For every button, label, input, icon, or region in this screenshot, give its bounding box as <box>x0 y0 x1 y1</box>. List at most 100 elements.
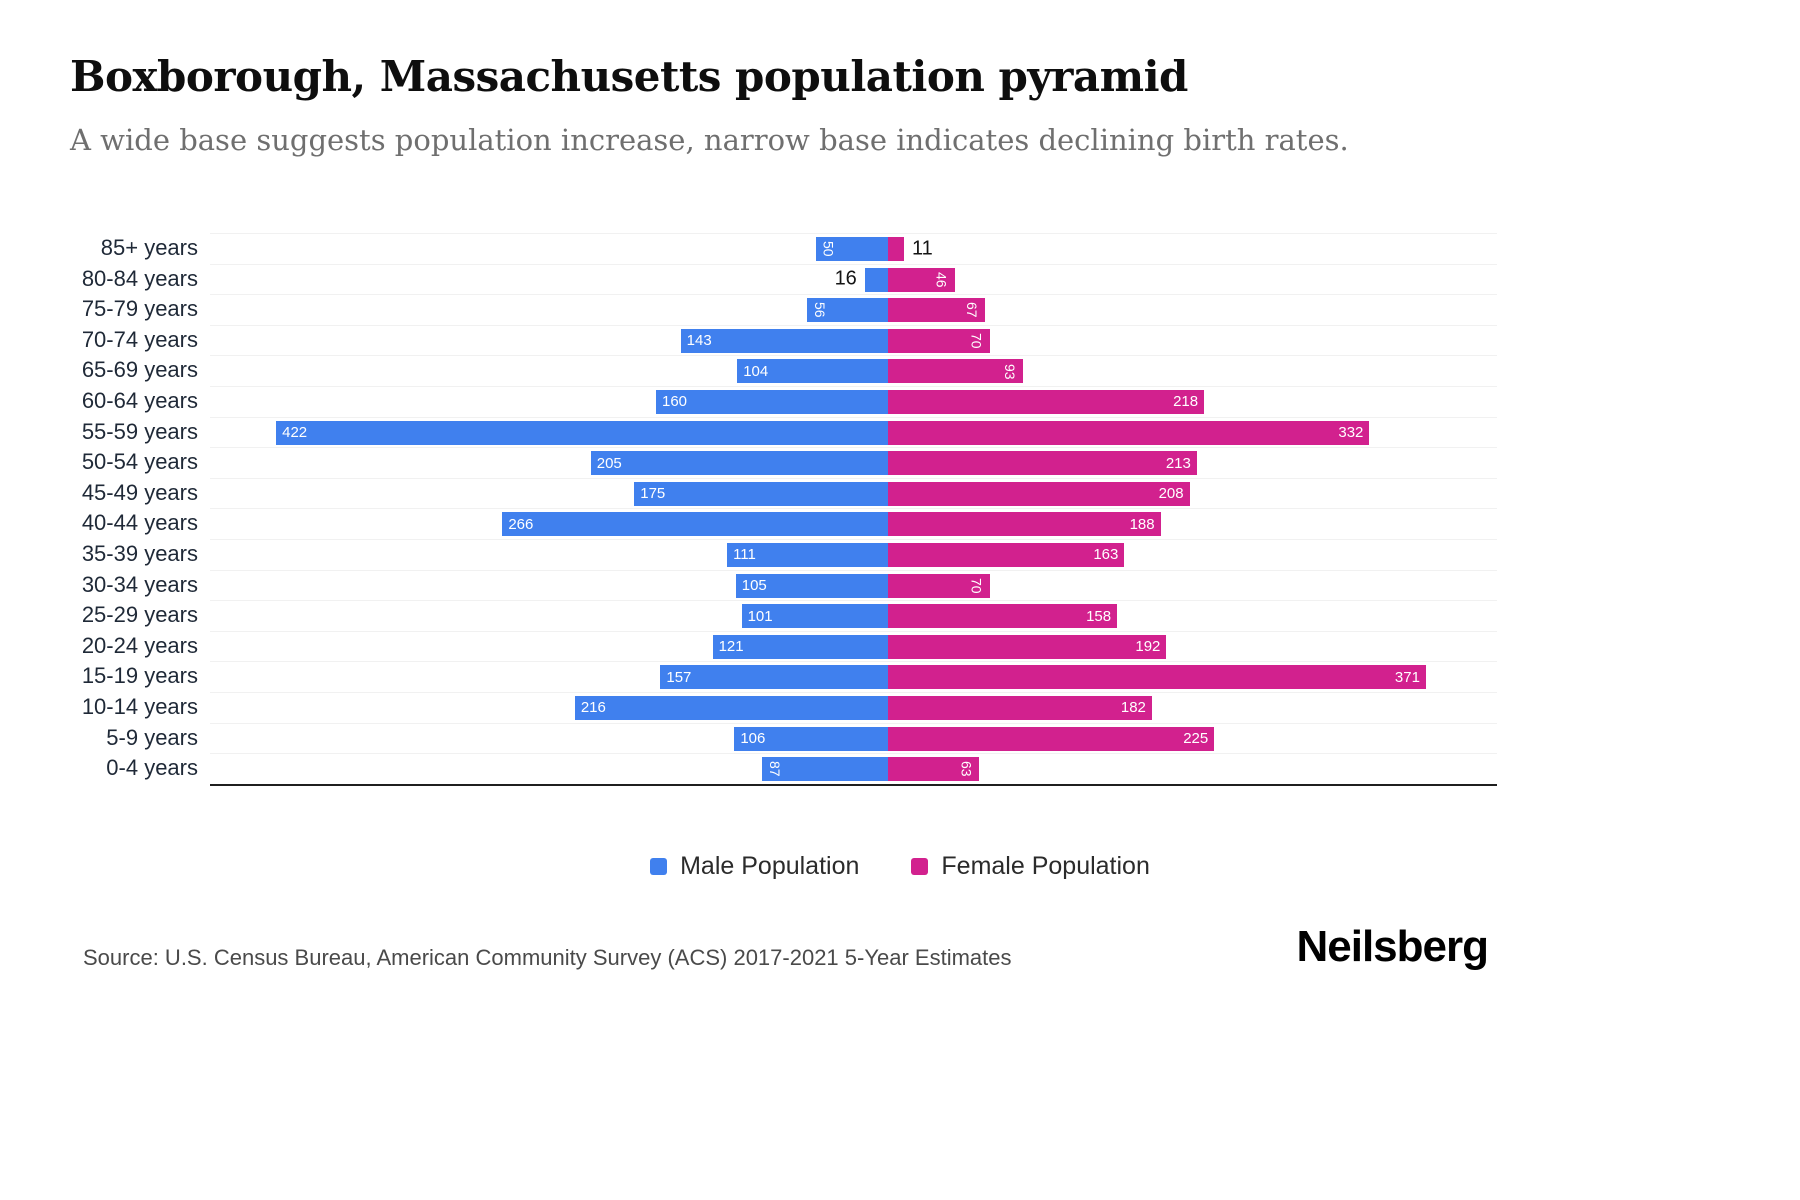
female-bar: 192 <box>888 634 1167 659</box>
male-bar-value: 101 <box>747 607 773 625</box>
pyramid-row: 60-64 years 160 218 <box>70 385 1497 417</box>
age-group-label: 5-9 years <box>106 724 198 750</box>
plot-row: 87 63 <box>210 753 1497 784</box>
male-bar: 157 <box>660 665 888 690</box>
plot-row: 111 163 <box>210 538 1497 570</box>
source-attribution: Source: U.S. Census Bureau, American Com… <box>83 945 1012 970</box>
pyramid-row: 45-49 years 175 208 <box>70 477 1497 509</box>
female-bar: 67 <box>888 298 986 323</box>
female-legend-swatch-icon <box>911 858 929 875</box>
female-bar-value: 182 <box>1120 699 1146 717</box>
chart-header: Boxborough, Massachusetts population pyr… <box>70 52 1570 157</box>
x-axis-baseline <box>210 783 1497 786</box>
male-bar-value: 121 <box>718 638 744 656</box>
female-bar-value: 213 <box>1165 454 1191 472</box>
male-bar: 175 <box>634 481 888 506</box>
pyramid-row: 35-39 years 111 163 <box>70 538 1497 570</box>
male-bar: 111 <box>727 542 888 567</box>
female-bar-value: 70 <box>968 332 985 349</box>
male-bar-value: 111 <box>733 546 756 564</box>
female-bar: 188 <box>888 512 1161 537</box>
page-subtitle: A wide base suggests population increase… <box>70 123 1349 157</box>
male-bar: 50 <box>815 237 888 261</box>
pyramid-rows: 85+ years 11 50 80-84 years 16 46 75-79 years 5… <box>70 233 1497 784</box>
age-group-label: 55-59 years <box>81 418 198 444</box>
male-bar-value: 205 <box>596 454 622 472</box>
age-group-label: 40-44 years <box>81 510 198 536</box>
female-bar-value: 163 <box>1093 546 1119 564</box>
plot-row: 104 93 <box>210 355 1497 386</box>
male-bar: 56 <box>806 298 888 323</box>
female-bar: 371 <box>888 665 1426 690</box>
pyramid-row: 0-4 years 87 63 <box>70 753 1497 784</box>
male-bar-value: 106 <box>740 730 766 747</box>
age-group-label: 25-29 years <box>81 602 198 628</box>
age-group-label: 70-74 years <box>81 326 198 352</box>
plot-row: 143 70 <box>210 324 1497 356</box>
female-bar: 93 <box>888 359 1023 384</box>
male-bar-value: 56 <box>811 302 828 318</box>
plot-row: 121 192 <box>210 630 1497 662</box>
age-group-label: 35-39 years <box>81 540 198 566</box>
male-bar: 105 <box>735 573 888 598</box>
plot-row: 101 158 <box>210 600 1497 631</box>
age-group-label: 85+ years <box>100 235 198 260</box>
female-bar: 225 <box>888 726 1215 751</box>
pyramid-row: 10-14 years 216 182 <box>70 691 1497 723</box>
female-bar-value: 93 <box>1001 363 1018 380</box>
population-pyramid-chart: 85+ years 11 50 80-84 years 16 46 75-79 years 5… <box>70 233 1497 786</box>
male-bar-value: 143 <box>686 332 712 350</box>
legend-male-label: Male Population <box>680 852 860 880</box>
legend-female-label: Female Population <box>941 852 1150 880</box>
female-bar: 208 <box>888 481 1190 506</box>
age-group-label: 30-34 years <box>81 571 198 597</box>
male-bar: 143 <box>680 328 888 353</box>
pyramid-row: 50-54 years 205 213 <box>70 447 1497 478</box>
pyramid-row: 15-19 years 157 371 <box>70 661 1497 692</box>
male-bar: 266 <box>502 512 888 537</box>
plot-row: 422 332 <box>210 416 1497 448</box>
pyramid-row: 40-44 years 266 188 <box>70 508 1497 539</box>
female-bar: 63 <box>888 757 980 782</box>
pyramid-row: 75-79 years 56 67 <box>70 294 1497 325</box>
plot-row: 105 70 <box>210 569 1497 601</box>
male-bar-value: 105 <box>741 577 767 595</box>
pyramid-row: 70-74 years 143 70 <box>70 324 1497 356</box>
male-bar-value: 160 <box>662 393 688 411</box>
male-bar: 216 <box>574 695 888 720</box>
plot-row: 56 67 <box>210 294 1497 325</box>
pyramid-row: 5-9 years 106 225 <box>70 722 1497 754</box>
male-bar-value: 104 <box>743 362 769 380</box>
female-bar-value: 158 <box>1086 607 1112 625</box>
male-bar: 106 <box>734 726 888 751</box>
plot-row: 157 371 <box>210 661 1497 692</box>
female-bar-value: 192 <box>1135 638 1161 656</box>
chart-legend: Male Population Female Population <box>0 852 1800 881</box>
female-bar: 332 <box>888 420 1370 445</box>
age-group-label: 65-69 years <box>81 357 198 383</box>
female-bar-value: 188 <box>1129 515 1155 533</box>
age-group-label: 75-79 years <box>81 296 198 322</box>
male-bar: 121 <box>712 634 888 659</box>
female-bar-value: 11 <box>911 237 933 260</box>
legend-item-male: Male Population <box>650 852 859 881</box>
female-bar <box>888 237 904 261</box>
male-bar-value: 157 <box>666 668 692 686</box>
female-bar-value: 371 <box>1394 668 1420 686</box>
pyramid-row: 25-29 years 101 158 <box>70 600 1497 631</box>
pyramid-row: 20-24 years 121 192 <box>70 630 1497 662</box>
age-group-label: 50-54 years <box>81 449 198 475</box>
female-bar-value: 208 <box>1158 485 1184 503</box>
plot-row: 266 188 <box>210 508 1497 539</box>
male-bar: 104 <box>737 359 888 384</box>
female-bar: 213 <box>888 451 1197 476</box>
plot-row: 205 213 <box>210 447 1497 478</box>
female-bar: 218 <box>888 389 1205 414</box>
female-bar-value: 225 <box>1183 730 1209 747</box>
pyramid-row: 55-59 years 422 332 <box>70 416 1497 448</box>
pyramid-row: 65-69 years 104 93 <box>70 355 1497 386</box>
male-bar-value: 266 <box>508 515 534 533</box>
female-bar-value: 46 <box>933 271 950 288</box>
female-bar: 70 <box>888 573 990 598</box>
female-bar: 70 <box>888 328 990 353</box>
